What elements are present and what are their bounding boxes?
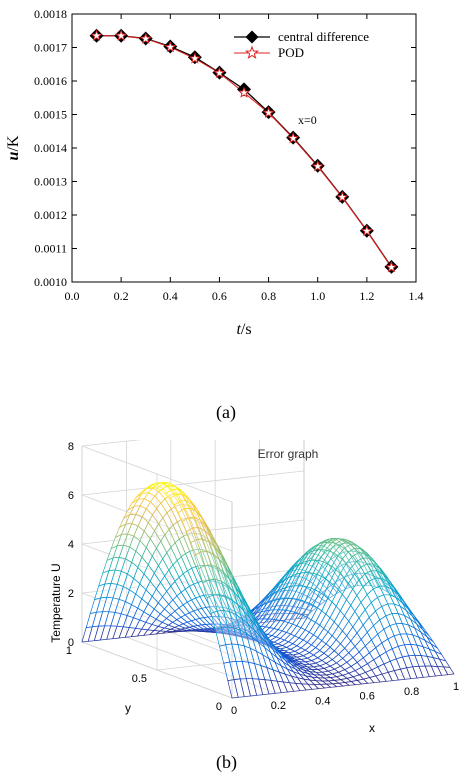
chart-title: Error graph [258, 447, 319, 461]
z-tick-label: 4 [68, 539, 74, 551]
y-tick-label: 0.0011 [34, 242, 67, 256]
z-tick-label: 2 [68, 588, 74, 600]
x-tick-label: 0.4 [315, 695, 330, 707]
y-axis-label: u/K [5, 135, 22, 160]
x-tick-label: 1.0 [310, 289, 325, 303]
x-tick-label: 1.4 [409, 289, 424, 303]
x-tick-label: 1.2 [359, 289, 374, 303]
z-tick-label: 8 [68, 441, 74, 453]
surface-mesh [82, 482, 454, 698]
y-tick-label: 0.0012 [34, 208, 67, 222]
x-tick-label: 1 [453, 681, 459, 693]
z-tick-label: 6 [68, 490, 74, 502]
grid-line-back-z [82, 440, 304, 446]
legend-marker-central-difference [246, 31, 259, 44]
x-tick-label: 0 [231, 705, 237, 717]
legend-label-pod: POD [278, 45, 304, 60]
x-tick-label: 0.2 [271, 700, 286, 712]
panel-a-label: (a) [216, 402, 236, 423]
plot-frame [72, 14, 416, 282]
x-tick-label: 0.6 [212, 289, 227, 303]
grid-line-back-z [82, 471, 304, 495]
x-tick-label: 0.6 [360, 691, 375, 703]
x-tick-label: 0.8 [261, 289, 276, 303]
x-axis-label: x [369, 721, 375, 735]
x-tick-label: 0.2 [114, 289, 129, 303]
x-tick-label: 0.4 [163, 289, 178, 303]
x-tick-label: 0.0 [65, 289, 80, 303]
legend-label-central-difference: central difference [278, 29, 369, 44]
x-axis-label: t/s [236, 321, 251, 338]
z-axis-label: Temperature U [49, 563, 63, 642]
y-tick-label: 0.0016 [34, 74, 67, 88]
y-tick-label: 0.0010 [34, 275, 67, 289]
legend-marker-pod [246, 47, 257, 58]
y-tick-label: 0.0017 [34, 41, 67, 55]
y-tick-label: 0.5 [132, 673, 147, 685]
y-tick-label: 0.0018 [34, 7, 67, 21]
line-chart-svg: 0.0 0.2 0.4 0.6 0.8 1.0 1.2 1.4 0.0010 0.0011 0.00… [0, 0, 474, 440]
x-tick-label: 0.8 [404, 686, 419, 698]
panel-a-line-chart: 0.0 0.2 0.4 0.6 0.8 1.0 1.2 1.4 0.0010 0.0011 0.00… [0, 0, 474, 440]
y-tick-label: 1 [66, 645, 72, 657]
annotation-x0: x=0 [298, 113, 317, 127]
y-axis-label: y [125, 701, 131, 715]
y-tick-label: 0.0013 [34, 175, 67, 189]
y-tick-label: 0.0015 [34, 108, 67, 122]
series-line-central-difference [97, 36, 392, 267]
y-tick-label: 0.0014 [34, 141, 67, 155]
panel-b-label: (b) [216, 752, 237, 773]
y-tick-label: 0 [216, 701, 222, 713]
series-line-pod [97, 36, 392, 267]
